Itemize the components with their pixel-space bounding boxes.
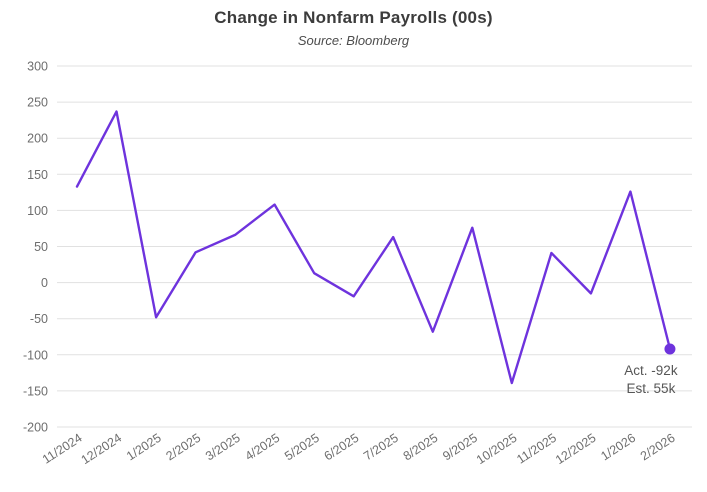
y-tick-label: 0: [41, 276, 48, 290]
y-tick-label: -100: [23, 348, 48, 362]
annotation-estimate: Est. 55k: [627, 381, 676, 396]
y-tick-label: 50: [34, 240, 48, 254]
x-tick-label: 11/2024: [40, 431, 85, 467]
x-tick-label: 4/2025: [243, 431, 283, 464]
x-tick-label: 3/2025: [203, 431, 243, 464]
y-tick-label: 150: [27, 168, 48, 182]
annotation-actual: Act. -92k: [624, 363, 678, 378]
x-tick-label: 1/2026: [598, 431, 638, 464]
y-tick-label: 250: [27, 96, 48, 110]
x-tick-label: 12/2024: [79, 431, 125, 467]
y-tick-label: 100: [27, 204, 48, 218]
y-tick-label: 300: [27, 60, 48, 74]
y-tick-label: -50: [30, 312, 48, 326]
y-tick-label: -150: [23, 384, 48, 398]
payrolls-series-line: [75, 110, 672, 385]
x-tick-label: 12/2025: [553, 431, 599, 467]
chart-subtitle: Source: Bloomberg: [297, 33, 410, 48]
y-tick-label: -200: [23, 421, 48, 435]
x-tick-label: 10/2025: [474, 431, 520, 467]
chart-title: Change in Nonfarm Payrolls (00s): [214, 8, 493, 27]
x-tick-label: 2/2025: [164, 431, 204, 464]
x-tick-label: 6/2025: [322, 431, 362, 464]
x-tick-label: 2/2026: [638, 431, 678, 464]
y-tick-label: 200: [27, 132, 48, 146]
x-tick-label: 1/2025: [124, 431, 164, 464]
x-tick-label: 7/2025: [361, 431, 401, 464]
x-tick-label: 5/2025: [282, 431, 322, 464]
x-tick-label: 8/2025: [401, 431, 441, 464]
x-tick-label: 9/2025: [440, 431, 480, 464]
last-point-dot: [664, 343, 676, 355]
x-tick-label: 11/2025: [514, 431, 559, 467]
